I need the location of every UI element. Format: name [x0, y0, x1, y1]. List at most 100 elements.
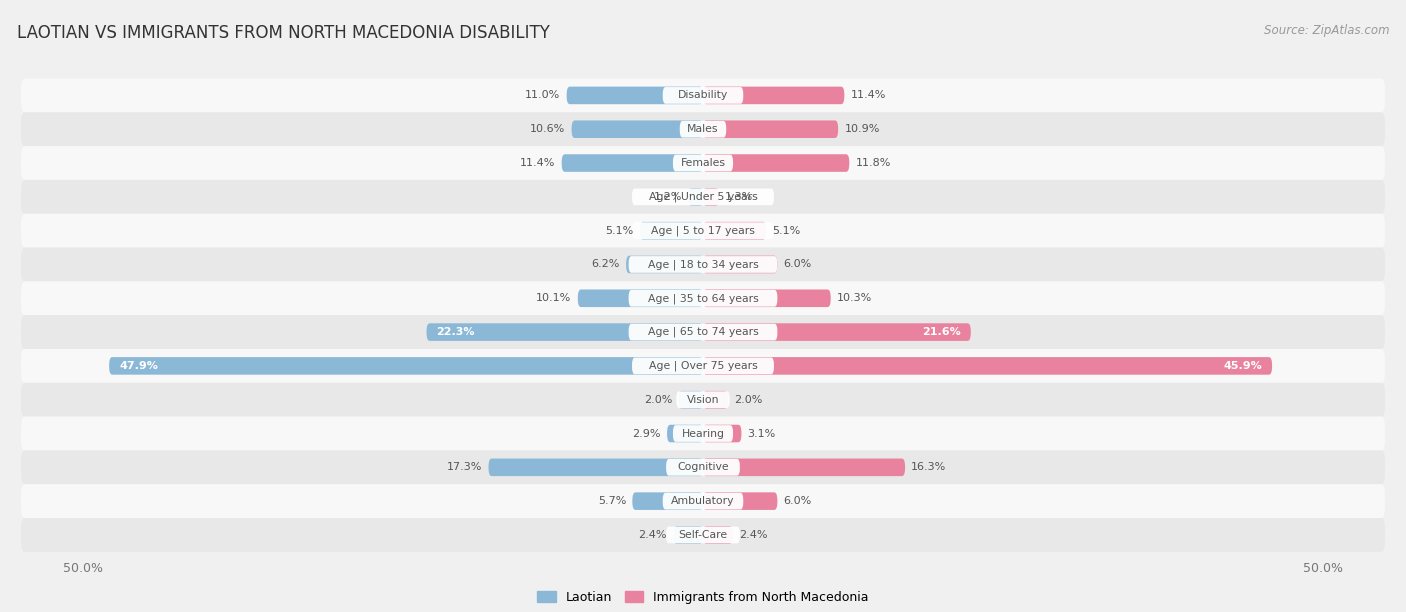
FancyBboxPatch shape: [21, 518, 1385, 552]
Text: Age | Over 75 years: Age | Over 75 years: [648, 360, 758, 371]
FancyBboxPatch shape: [703, 222, 766, 239]
FancyBboxPatch shape: [21, 315, 1385, 349]
FancyBboxPatch shape: [703, 425, 741, 442]
Text: Hearing: Hearing: [682, 428, 724, 439]
FancyBboxPatch shape: [21, 382, 1385, 417]
FancyBboxPatch shape: [110, 357, 703, 375]
Text: Ambulatory: Ambulatory: [671, 496, 735, 506]
Text: 11.0%: 11.0%: [526, 91, 561, 100]
Text: Age | 5 to 17 years: Age | 5 to 17 years: [651, 225, 755, 236]
FancyBboxPatch shape: [703, 526, 733, 543]
Text: 2.4%: 2.4%: [740, 530, 768, 540]
FancyBboxPatch shape: [703, 121, 838, 138]
Text: LAOTIAN VS IMMIGRANTS FROM NORTH MACEDONIA DISABILITY: LAOTIAN VS IMMIGRANTS FROM NORTH MACEDON…: [17, 24, 550, 42]
Text: 6.0%: 6.0%: [783, 259, 811, 269]
FancyBboxPatch shape: [633, 492, 703, 510]
Text: 5.1%: 5.1%: [606, 226, 634, 236]
FancyBboxPatch shape: [426, 323, 703, 341]
FancyBboxPatch shape: [21, 450, 1385, 484]
Text: 21.6%: 21.6%: [922, 327, 960, 337]
Text: Cognitive: Cognitive: [678, 462, 728, 472]
Text: 10.6%: 10.6%: [530, 124, 565, 134]
FancyBboxPatch shape: [561, 154, 703, 172]
Text: 6.2%: 6.2%: [592, 259, 620, 269]
FancyBboxPatch shape: [628, 324, 778, 340]
FancyBboxPatch shape: [662, 493, 744, 509]
Text: Age | Under 5 years: Age | Under 5 years: [648, 192, 758, 202]
FancyBboxPatch shape: [703, 256, 778, 273]
FancyBboxPatch shape: [673, 425, 733, 442]
Text: 5.1%: 5.1%: [772, 226, 800, 236]
FancyBboxPatch shape: [703, 492, 778, 510]
Text: 2.4%: 2.4%: [638, 530, 666, 540]
FancyBboxPatch shape: [640, 222, 703, 239]
Text: 10.3%: 10.3%: [837, 293, 872, 304]
FancyBboxPatch shape: [21, 214, 1385, 248]
FancyBboxPatch shape: [703, 357, 1272, 375]
FancyBboxPatch shape: [488, 458, 703, 476]
Text: Age | 35 to 64 years: Age | 35 to 64 years: [648, 293, 758, 304]
FancyBboxPatch shape: [21, 146, 1385, 180]
FancyBboxPatch shape: [676, 391, 730, 408]
FancyBboxPatch shape: [628, 290, 778, 307]
FancyBboxPatch shape: [578, 289, 703, 307]
Text: 11.4%: 11.4%: [520, 158, 555, 168]
Text: Vision: Vision: [686, 395, 720, 405]
FancyBboxPatch shape: [703, 289, 831, 307]
Text: 10.9%: 10.9%: [845, 124, 880, 134]
Text: 1.3%: 1.3%: [725, 192, 754, 202]
FancyBboxPatch shape: [703, 87, 845, 104]
Text: 47.9%: 47.9%: [120, 361, 157, 371]
Text: 16.3%: 16.3%: [911, 462, 946, 472]
FancyBboxPatch shape: [673, 155, 733, 171]
FancyBboxPatch shape: [567, 87, 703, 104]
Text: 6.0%: 6.0%: [783, 496, 811, 506]
FancyBboxPatch shape: [21, 417, 1385, 450]
FancyBboxPatch shape: [633, 222, 773, 239]
FancyBboxPatch shape: [703, 391, 728, 408]
Text: 1.2%: 1.2%: [654, 192, 682, 202]
Text: Females: Females: [681, 158, 725, 168]
Text: 11.4%: 11.4%: [851, 91, 886, 100]
FancyBboxPatch shape: [21, 180, 1385, 214]
FancyBboxPatch shape: [703, 154, 849, 172]
FancyBboxPatch shape: [21, 282, 1385, 315]
FancyBboxPatch shape: [666, 526, 740, 543]
Text: 2.9%: 2.9%: [633, 428, 661, 439]
FancyBboxPatch shape: [626, 256, 703, 273]
Text: 17.3%: 17.3%: [447, 462, 482, 472]
FancyBboxPatch shape: [21, 484, 1385, 518]
FancyBboxPatch shape: [633, 357, 773, 375]
Text: Disability: Disability: [678, 91, 728, 100]
Text: 2.0%: 2.0%: [734, 395, 762, 405]
Text: Source: ZipAtlas.com: Source: ZipAtlas.com: [1264, 24, 1389, 37]
FancyBboxPatch shape: [666, 459, 740, 476]
FancyBboxPatch shape: [666, 425, 703, 442]
Text: 5.7%: 5.7%: [598, 496, 626, 506]
FancyBboxPatch shape: [703, 188, 718, 206]
FancyBboxPatch shape: [673, 526, 703, 543]
Text: 45.9%: 45.9%: [1223, 361, 1263, 371]
FancyBboxPatch shape: [21, 248, 1385, 282]
Text: 11.8%: 11.8%: [855, 158, 891, 168]
FancyBboxPatch shape: [21, 113, 1385, 146]
Text: 10.1%: 10.1%: [536, 293, 572, 304]
FancyBboxPatch shape: [21, 349, 1385, 382]
FancyBboxPatch shape: [572, 121, 703, 138]
Text: Self-Care: Self-Care: [679, 530, 727, 540]
Text: Age | 65 to 74 years: Age | 65 to 74 years: [648, 327, 758, 337]
Text: Age | 18 to 34 years: Age | 18 to 34 years: [648, 259, 758, 270]
FancyBboxPatch shape: [703, 458, 905, 476]
FancyBboxPatch shape: [703, 323, 970, 341]
Text: 22.3%: 22.3%: [436, 327, 475, 337]
FancyBboxPatch shape: [678, 391, 703, 408]
FancyBboxPatch shape: [662, 87, 744, 104]
Legend: Laotian, Immigrants from North Macedonia: Laotian, Immigrants from North Macedonia: [537, 591, 869, 604]
FancyBboxPatch shape: [633, 188, 773, 205]
FancyBboxPatch shape: [679, 121, 727, 138]
Text: 2.0%: 2.0%: [644, 395, 672, 405]
Text: 3.1%: 3.1%: [748, 428, 776, 439]
Text: Males: Males: [688, 124, 718, 134]
FancyBboxPatch shape: [688, 188, 703, 206]
FancyBboxPatch shape: [628, 256, 778, 273]
